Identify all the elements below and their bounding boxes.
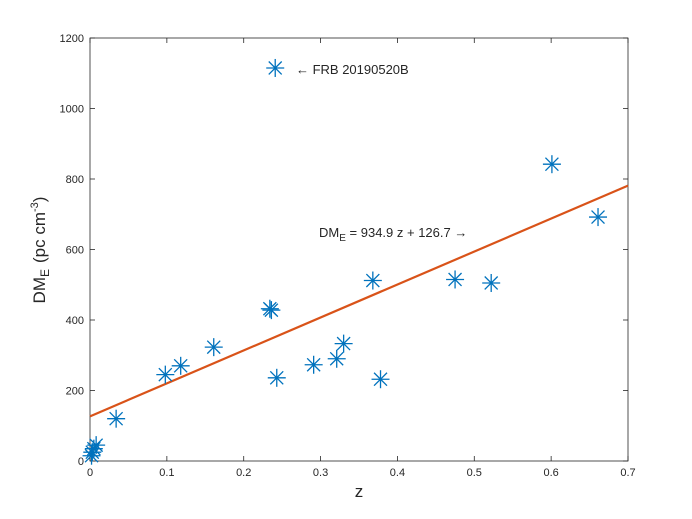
y-axis-label-exp: -3 — [29, 202, 41, 212]
fit-line — [89, 184, 629, 418]
annotation-fit-label-main: DME = 934.9 z + 126.7 → — [319, 225, 467, 244]
data-point — [589, 208, 608, 227]
y-tick-label: 200 — [66, 386, 84, 398]
y-axis-label: DME (pc cm-3) — [29, 197, 52, 304]
y-axis-label-units: (pc cm — [30, 212, 49, 263]
y-tick-label: 800 — [66, 174, 84, 186]
x-tick-label: 0.6 — [543, 467, 558, 479]
annotation-sub: E — [339, 233, 346, 244]
y-ticks: 0 200 400 600 800 1000 1200 — [60, 33, 628, 468]
fit-line-group — [89, 184, 629, 418]
x-axis-label: z — [355, 482, 364, 501]
data-point — [83, 443, 102, 462]
data-point — [304, 355, 323, 374]
data-point — [542, 155, 561, 174]
data-point — [262, 301, 281, 320]
y-tick-label: 600 — [66, 245, 84, 257]
annotation-rest: = 934.9 z + 126.7 → — [346, 225, 467, 240]
data-point — [334, 334, 353, 353]
data-point — [171, 356, 190, 375]
annotations: ← FRB 20190520B DME = 934.9 z + 126.7 → — [296, 62, 467, 244]
data-point — [107, 409, 126, 428]
data-points — [82, 58, 608, 465]
x-tick-label: 0.5 — [467, 467, 482, 479]
data-point — [266, 58, 285, 77]
data-point — [84, 439, 103, 458]
annotation-frb-label: ← FRB 20190520B — [296, 62, 409, 77]
annotation-main: DM — [319, 225, 339, 240]
x-tick-label: 0.3 — [313, 467, 328, 479]
data-point — [156, 365, 175, 384]
x-tick-label: 0.2 — [236, 467, 251, 479]
data-point — [446, 270, 465, 289]
y-axis-label-close: ) — [30, 197, 49, 203]
y-tick-label: 400 — [66, 315, 84, 327]
data-point — [482, 273, 501, 292]
y-tick-label: 1000 — [60, 104, 84, 116]
y-tick-label: 0 — [78, 456, 84, 468]
data-point — [267, 368, 286, 387]
y-tick-label: 1200 — [60, 33, 84, 45]
data-point — [87, 436, 106, 455]
x-tick-label: 0.4 — [390, 467, 405, 479]
y-axis-label-main: DM — [30, 277, 49, 303]
data-point — [371, 370, 390, 389]
x-tick-label: 0.7 — [620, 467, 635, 479]
data-point — [363, 271, 382, 290]
y-axis-label-sub: E — [38, 269, 52, 277]
x-ticks: 0 0.1 0.2 0.3 0.4 0.5 0.6 0.7 — [87, 38, 636, 479]
data-point — [327, 349, 346, 368]
x-tick-label: 0.1 — [159, 467, 174, 479]
data-point — [204, 338, 223, 357]
plot-area — [89, 37, 629, 462]
x-tick-label: 0 — [87, 467, 93, 479]
